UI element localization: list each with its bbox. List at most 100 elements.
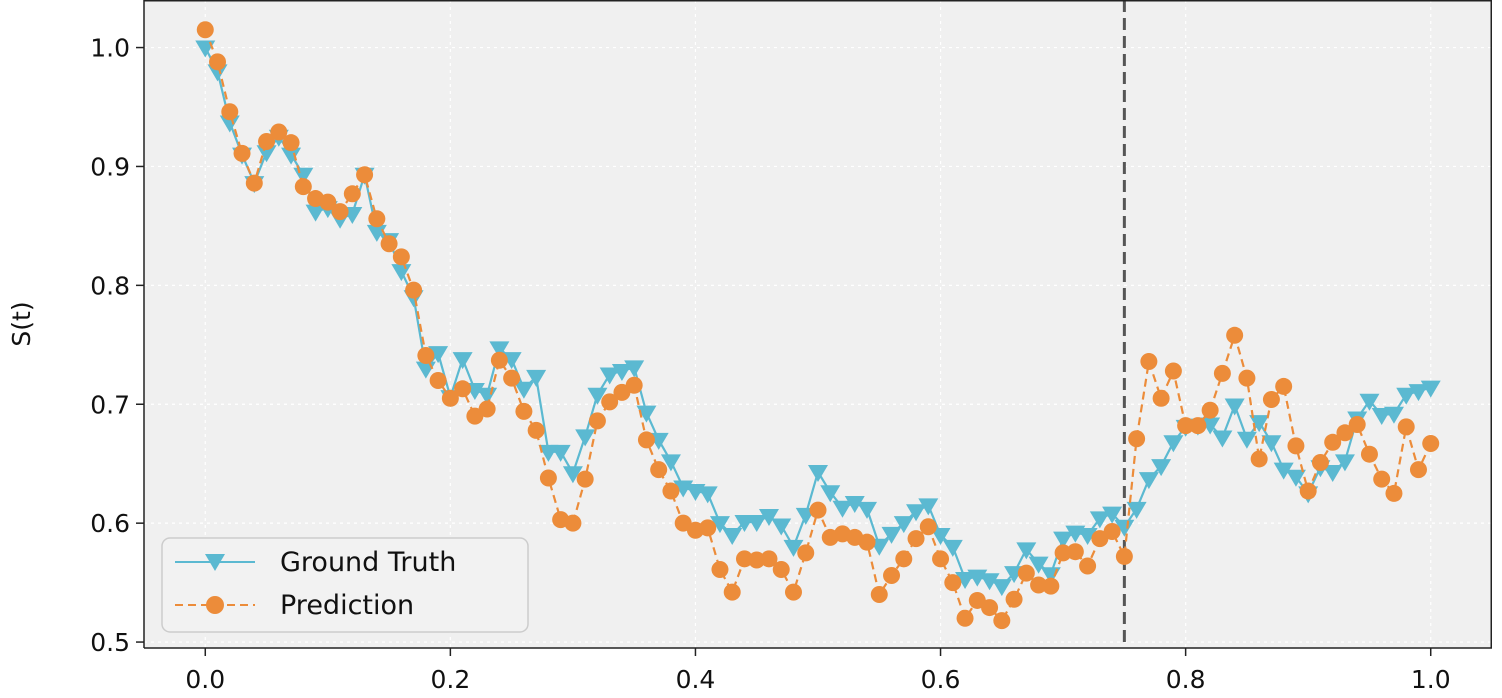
data-point (918, 498, 939, 516)
data-point (526, 369, 547, 387)
data-point (783, 539, 804, 557)
data-point (735, 550, 753, 568)
data-point (1238, 369, 1256, 387)
data-point (660, 454, 681, 472)
legend-label-ground-truth: Ground Truth (280, 547, 456, 578)
data-point (919, 518, 937, 536)
data-point (944, 574, 962, 592)
data-point (1201, 401, 1219, 419)
data-point (1189, 417, 1207, 435)
data-point (930, 528, 951, 546)
data-point (366, 224, 387, 242)
data-point (587, 387, 608, 405)
data-point (380, 235, 398, 253)
data-point (981, 599, 999, 617)
data-point (907, 530, 925, 548)
data-point (452, 352, 473, 370)
data-point (1138, 472, 1159, 490)
data-point (1028, 556, 1049, 574)
data-point (1030, 576, 1048, 594)
data-point (1348, 415, 1366, 433)
data-point (1164, 362, 1182, 380)
data-point (1224, 398, 1245, 416)
data-point (857, 501, 878, 519)
data-point (784, 583, 802, 601)
data-point (305, 204, 326, 222)
data-point (1287, 437, 1305, 455)
data-point (1322, 465, 1343, 483)
y-tick-label: 0.7 (90, 390, 130, 419)
data-point (209, 53, 227, 71)
data-point (1140, 352, 1158, 370)
data-point (1213, 364, 1231, 382)
data-point (1273, 462, 1294, 480)
data-point (405, 281, 423, 299)
data-point (1236, 431, 1257, 449)
data-point (968, 591, 986, 609)
data-point (1102, 506, 1123, 524)
data-point (319, 193, 337, 211)
data-point (760, 550, 778, 568)
data-point (1089, 511, 1110, 529)
data-point (454, 380, 472, 398)
data-point (489, 341, 510, 359)
data-point (1066, 543, 1084, 561)
data-point (746, 514, 767, 532)
data-point (942, 539, 963, 557)
data-point (895, 550, 913, 568)
data-point (955, 572, 976, 590)
data-point (1262, 391, 1280, 409)
legend-item-prediction: Prediction (175, 590, 414, 621)
data-point (219, 115, 240, 133)
data-point (1299, 482, 1317, 500)
data-point (844, 495, 865, 513)
data-point (1334, 454, 1355, 472)
data-point (624, 360, 645, 378)
data-point (515, 402, 533, 420)
data-point (637, 431, 655, 449)
data-point (1128, 430, 1146, 448)
data-point (1311, 454, 1329, 472)
y-tick-label: 0.8 (90, 271, 130, 300)
y-tick-label: 1.0 (90, 34, 130, 63)
data-point (256, 145, 277, 163)
x-tick-label: 0.4 (676, 665, 716, 694)
data-point (809, 501, 827, 519)
data-point (636, 405, 657, 423)
data-point (758, 509, 779, 527)
grid (144, 0, 1492, 648)
data-point (1385, 484, 1403, 502)
data-point (1409, 461, 1427, 479)
data-point (1152, 389, 1170, 407)
data-point (270, 123, 288, 141)
data-point (1091, 530, 1109, 548)
data-point (1016, 542, 1037, 560)
data-point (441, 389, 459, 407)
data-point (503, 369, 521, 387)
data-point (991, 579, 1012, 597)
data-point (343, 185, 361, 203)
data-point (417, 347, 435, 365)
data-point (906, 504, 927, 522)
data-point (709, 516, 730, 534)
data-point (258, 132, 276, 150)
data-point (611, 363, 632, 381)
data-point (513, 381, 534, 399)
axes (143, 0, 1492, 649)
data-point (979, 573, 1000, 591)
data-point (1151, 459, 1172, 477)
data-point (1177, 417, 1195, 435)
data-point (196, 21, 214, 39)
data-point (599, 367, 620, 385)
data-point (601, 393, 619, 411)
data-point (858, 533, 876, 551)
data-point (1053, 531, 1074, 549)
data-point (722, 528, 743, 546)
legend-item-ground-truth: Ground Truth (175, 547, 456, 578)
data-point (1285, 469, 1306, 487)
data-point (1396, 387, 1417, 405)
data-point (723, 583, 741, 601)
series-layer (195, 21, 1441, 630)
data-point (233, 144, 251, 162)
